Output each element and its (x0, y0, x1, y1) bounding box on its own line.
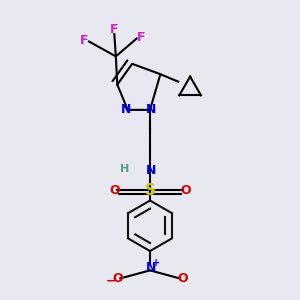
Text: N: N (146, 103, 157, 116)
Text: H: H (120, 164, 129, 174)
Text: O: O (177, 272, 188, 285)
Text: N: N (121, 103, 131, 116)
Text: N: N (146, 261, 157, 274)
Text: F: F (80, 34, 89, 46)
Text: O: O (180, 184, 191, 196)
Text: F: F (137, 31, 145, 44)
Text: O: O (112, 272, 123, 285)
Text: +: + (152, 258, 160, 268)
Text: F: F (110, 23, 118, 36)
Text: O: O (109, 184, 120, 196)
Text: S: S (145, 183, 155, 198)
Text: N: N (146, 164, 157, 177)
Text: −: − (106, 274, 117, 287)
